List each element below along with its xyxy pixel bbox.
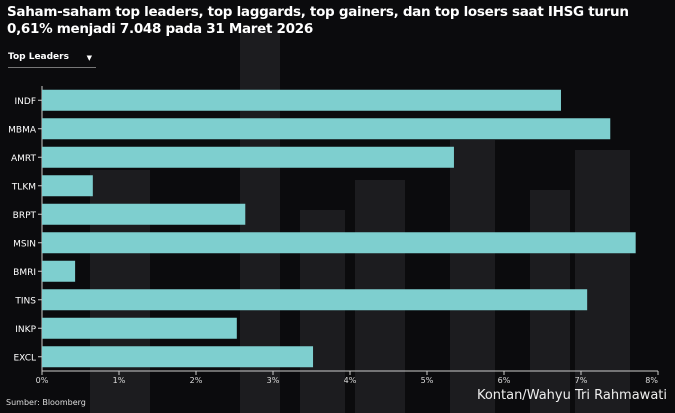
bar-inkp (42, 317, 237, 339)
bar-indf (42, 89, 561, 111)
credit: Kontan/Wahyu Tri Rahmawati (476, 388, 667, 403)
bar-mbma (42, 118, 611, 140)
y-tick-label: MBMA (8, 125, 37, 135)
skyline-building (575, 150, 630, 413)
bar-bmri (42, 260, 76, 282)
category-dropdown[interactable]: Top Leaders ▼ (8, 52, 96, 68)
chevron-down-icon: ▼ (86, 54, 92, 62)
y-tick-label: TLKM (11, 182, 36, 192)
x-tick-label: 5% (421, 376, 434, 385)
source-note: Sumber: Bloomberg (6, 398, 86, 407)
y-tick-label: AMRT (11, 154, 37, 164)
y-tick-label: INDF (15, 97, 37, 107)
x-tick-label: 1% (113, 376, 126, 385)
chart-title: Saham-saham top leaders, top laggards, t… (7, 4, 629, 37)
y-tick-label: MSIN (13, 239, 36, 249)
bar-tins (42, 289, 588, 311)
x-tick-label: 7% (575, 376, 588, 385)
x-tick-label: 0% (36, 376, 49, 385)
bar-msin (42, 232, 636, 254)
x-tick-label: 2% (190, 376, 203, 385)
y-tick-label: INKP (15, 325, 36, 335)
y-tick-label: TINS (14, 296, 36, 306)
x-tick-label: 6% (498, 376, 511, 385)
bar-brpt (42, 203, 246, 225)
bar-excl (42, 346, 314, 368)
x-tick-label: 3% (267, 376, 280, 385)
y-tick-label: EXCL (14, 353, 37, 363)
bar-amrt (42, 146, 454, 168)
bar-tlkm (42, 175, 93, 197)
x-tick-label: 4% (344, 376, 357, 385)
y-tick-label: BMRI (13, 268, 36, 278)
skyline-building (450, 140, 495, 413)
x-tick-label: 8% (645, 376, 658, 385)
dropdown-selected: Top Leaders (8, 52, 69, 62)
y-tick-label: BRPT (13, 211, 37, 221)
